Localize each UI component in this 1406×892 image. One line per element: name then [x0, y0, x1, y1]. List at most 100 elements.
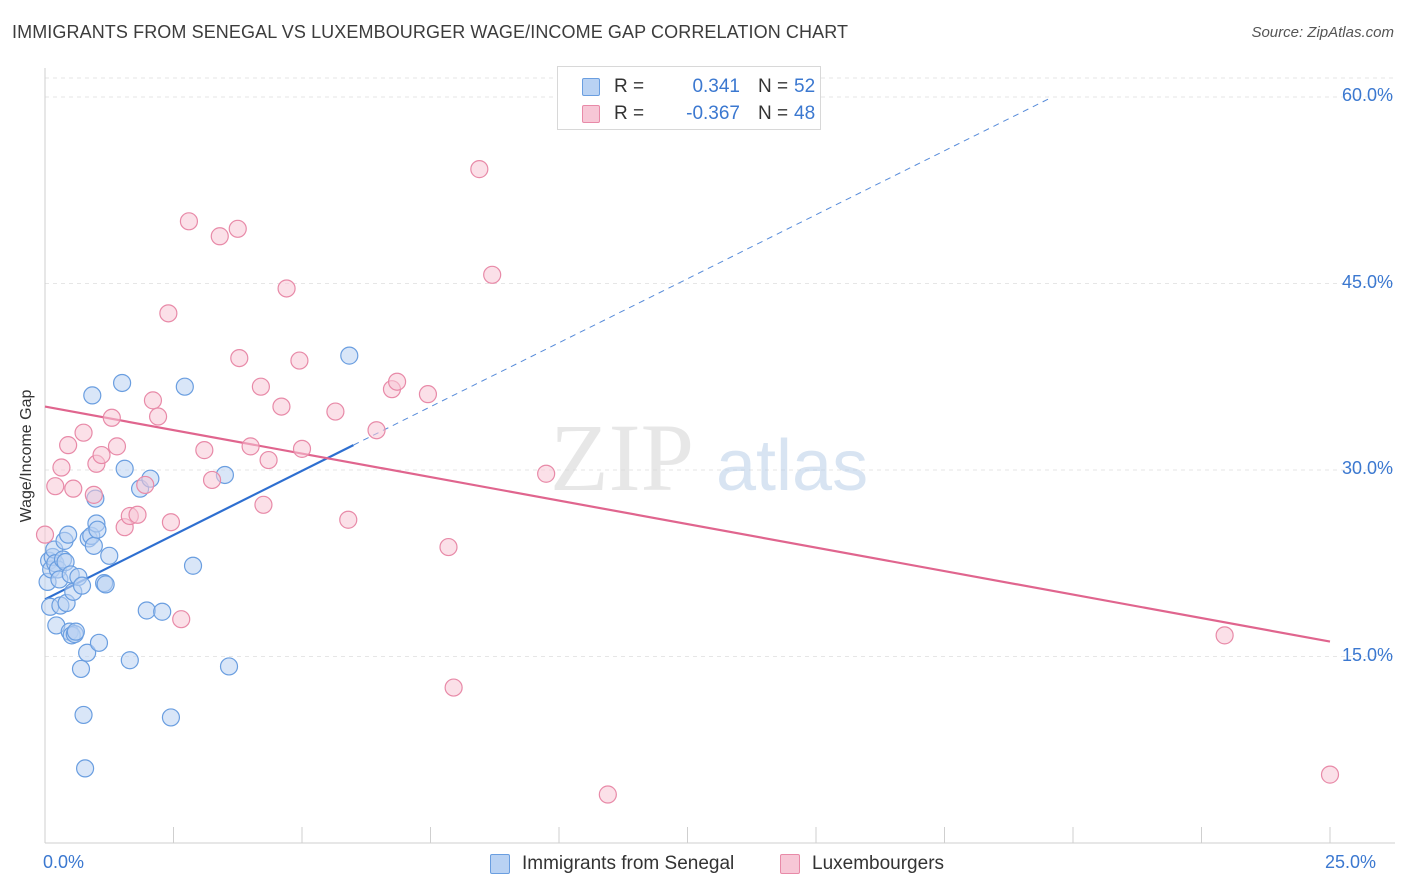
senegal-point: [66, 622, 85, 641]
chart-title: IMMIGRANTS FROM SENEGAL VS LUXEMBOURGER …: [12, 22, 849, 42]
luxembourger-point: [339, 510, 358, 529]
luxembourger-point: [143, 391, 163, 410]
senegal-point: [115, 459, 134, 478]
luxembourger-point: [1320, 765, 1340, 784]
trend-lines: [44, 96, 1331, 643]
y-tick-label: 15.0%: [1341, 644, 1393, 665]
senegal-point: [183, 556, 203, 575]
legend-label: Immigrants from Senegal: [522, 853, 735, 874]
luxembourger-point: [195, 441, 214, 460]
watermark: ZIP atlas: [550, 404, 868, 511]
senegal-point: [120, 651, 139, 670]
luxembourger-point: [251, 377, 270, 396]
y-tick-label: 30.0%: [1341, 458, 1393, 478]
luxembourger-point: [367, 421, 386, 440]
luxembourger-point: [470, 160, 489, 179]
n-value: 48: [794, 103, 816, 124]
luxembourger-point: [172, 610, 191, 629]
senegal-point: [112, 373, 132, 393]
senegal-trend-line: [44, 444, 354, 601]
luxembourger-point: [259, 450, 278, 470]
n-label: N =: [758, 76, 789, 97]
senegal-point: [96, 575, 115, 594]
n-value: 52: [794, 76, 816, 97]
luxembourger-point: [241, 437, 260, 456]
luxembourger-point: [230, 349, 249, 368]
r-label: R =: [614, 103, 645, 124]
luxembourger-point: [102, 408, 121, 427]
luxembourger-point: [202, 470, 222, 490]
x-tick-label-min: 0.0%: [43, 852, 85, 872]
luxembourger-point: [272, 397, 291, 416]
source-label: Source: ZipAtlas.com: [1251, 24, 1394, 41]
data-points: [35, 160, 1340, 804]
luxembourger-point: [254, 495, 273, 514]
luxembourger-point: [92, 445, 111, 465]
n-label: N =: [758, 103, 789, 124]
luxembourgers-swatch: [582, 105, 600, 123]
senegal-point: [72, 576, 92, 595]
luxembourger-point: [598, 785, 617, 804]
legend-label: Luxembourgers: [812, 853, 945, 874]
r-value: 0.341: [692, 76, 740, 97]
luxembourger-point: [439, 537, 458, 557]
senegal-point: [340, 346, 359, 365]
luxembourger-point: [136, 475, 155, 495]
senegal-point: [75, 759, 95, 778]
senegal-point: [84, 536, 103, 555]
luxembourger-point: [46, 477, 65, 496]
luxembourger-point: [148, 407, 168, 426]
luxembourger-point: [179, 212, 199, 231]
luxembourger-point: [1215, 626, 1234, 645]
luxembourger-point: [59, 436, 78, 455]
luxembourger-point: [74, 423, 93, 442]
luxembourgers-legend-swatch: [780, 854, 800, 874]
senegal-swatch: [582, 78, 600, 96]
luxembourger-point: [444, 678, 463, 697]
senegal-point: [89, 633, 109, 652]
luxembourger-point: [161, 513, 181, 532]
luxembourger-point: [387, 372, 407, 391]
senegal-point: [137, 601, 156, 620]
senegal-point: [161, 708, 181, 727]
stats-legend: R = 0.341 N = 52 R = -0.367 N = 48: [557, 66, 821, 130]
luxembourger-point: [326, 402, 345, 421]
gridlines: [45, 77, 1395, 657]
luxembourger-point: [52, 458, 71, 477]
senegal-point: [78, 643, 97, 662]
y-tick-label: 45.0%: [1341, 271, 1393, 292]
luxembourger-point: [418, 385, 438, 404]
luxembourger-point: [128, 505, 147, 524]
luxembourger-point: [35, 525, 55, 544]
senegal-point: [74, 705, 93, 725]
r-value: -0.367: [686, 103, 740, 124]
luxembourger-point: [159, 304, 178, 323]
luxembourger-point: [483, 265, 502, 284]
senegal-point: [71, 659, 91, 679]
r-label: R =: [614, 76, 645, 97]
luxembourger-point: [107, 437, 127, 456]
luxembourger-point: [84, 485, 103, 504]
luxembourger-point: [64, 479, 83, 498]
senegal-point: [83, 386, 102, 405]
series-legend: Immigrants from Senegal Luxembourgers: [0, 852, 1406, 878]
luxembourger-point: [277, 279, 296, 298]
senegal-point: [219, 657, 239, 676]
y-tick-label: 60.0%: [1341, 85, 1393, 105]
luxembourger-point: [228, 219, 247, 238]
senegal-point: [59, 525, 78, 544]
watermark-atlas: atlas: [716, 426, 868, 506]
luxembourger-point: [210, 227, 229, 246]
senegal-legend-swatch: [490, 854, 510, 874]
senegal-trend-extension: [353, 96, 1053, 446]
watermark-zip: ZIP: [550, 404, 694, 511]
senegal-point: [88, 520, 107, 539]
senegal-point: [153, 602, 172, 621]
senegal-point: [100, 546, 119, 565]
luxembourger-point: [537, 464, 556, 483]
x-tick-label-max: 25.0%: [1325, 852, 1377, 872]
axes: [44, 68, 1395, 844]
luxembourger-point: [292, 439, 312, 458]
senegal-point: [175, 377, 194, 396]
